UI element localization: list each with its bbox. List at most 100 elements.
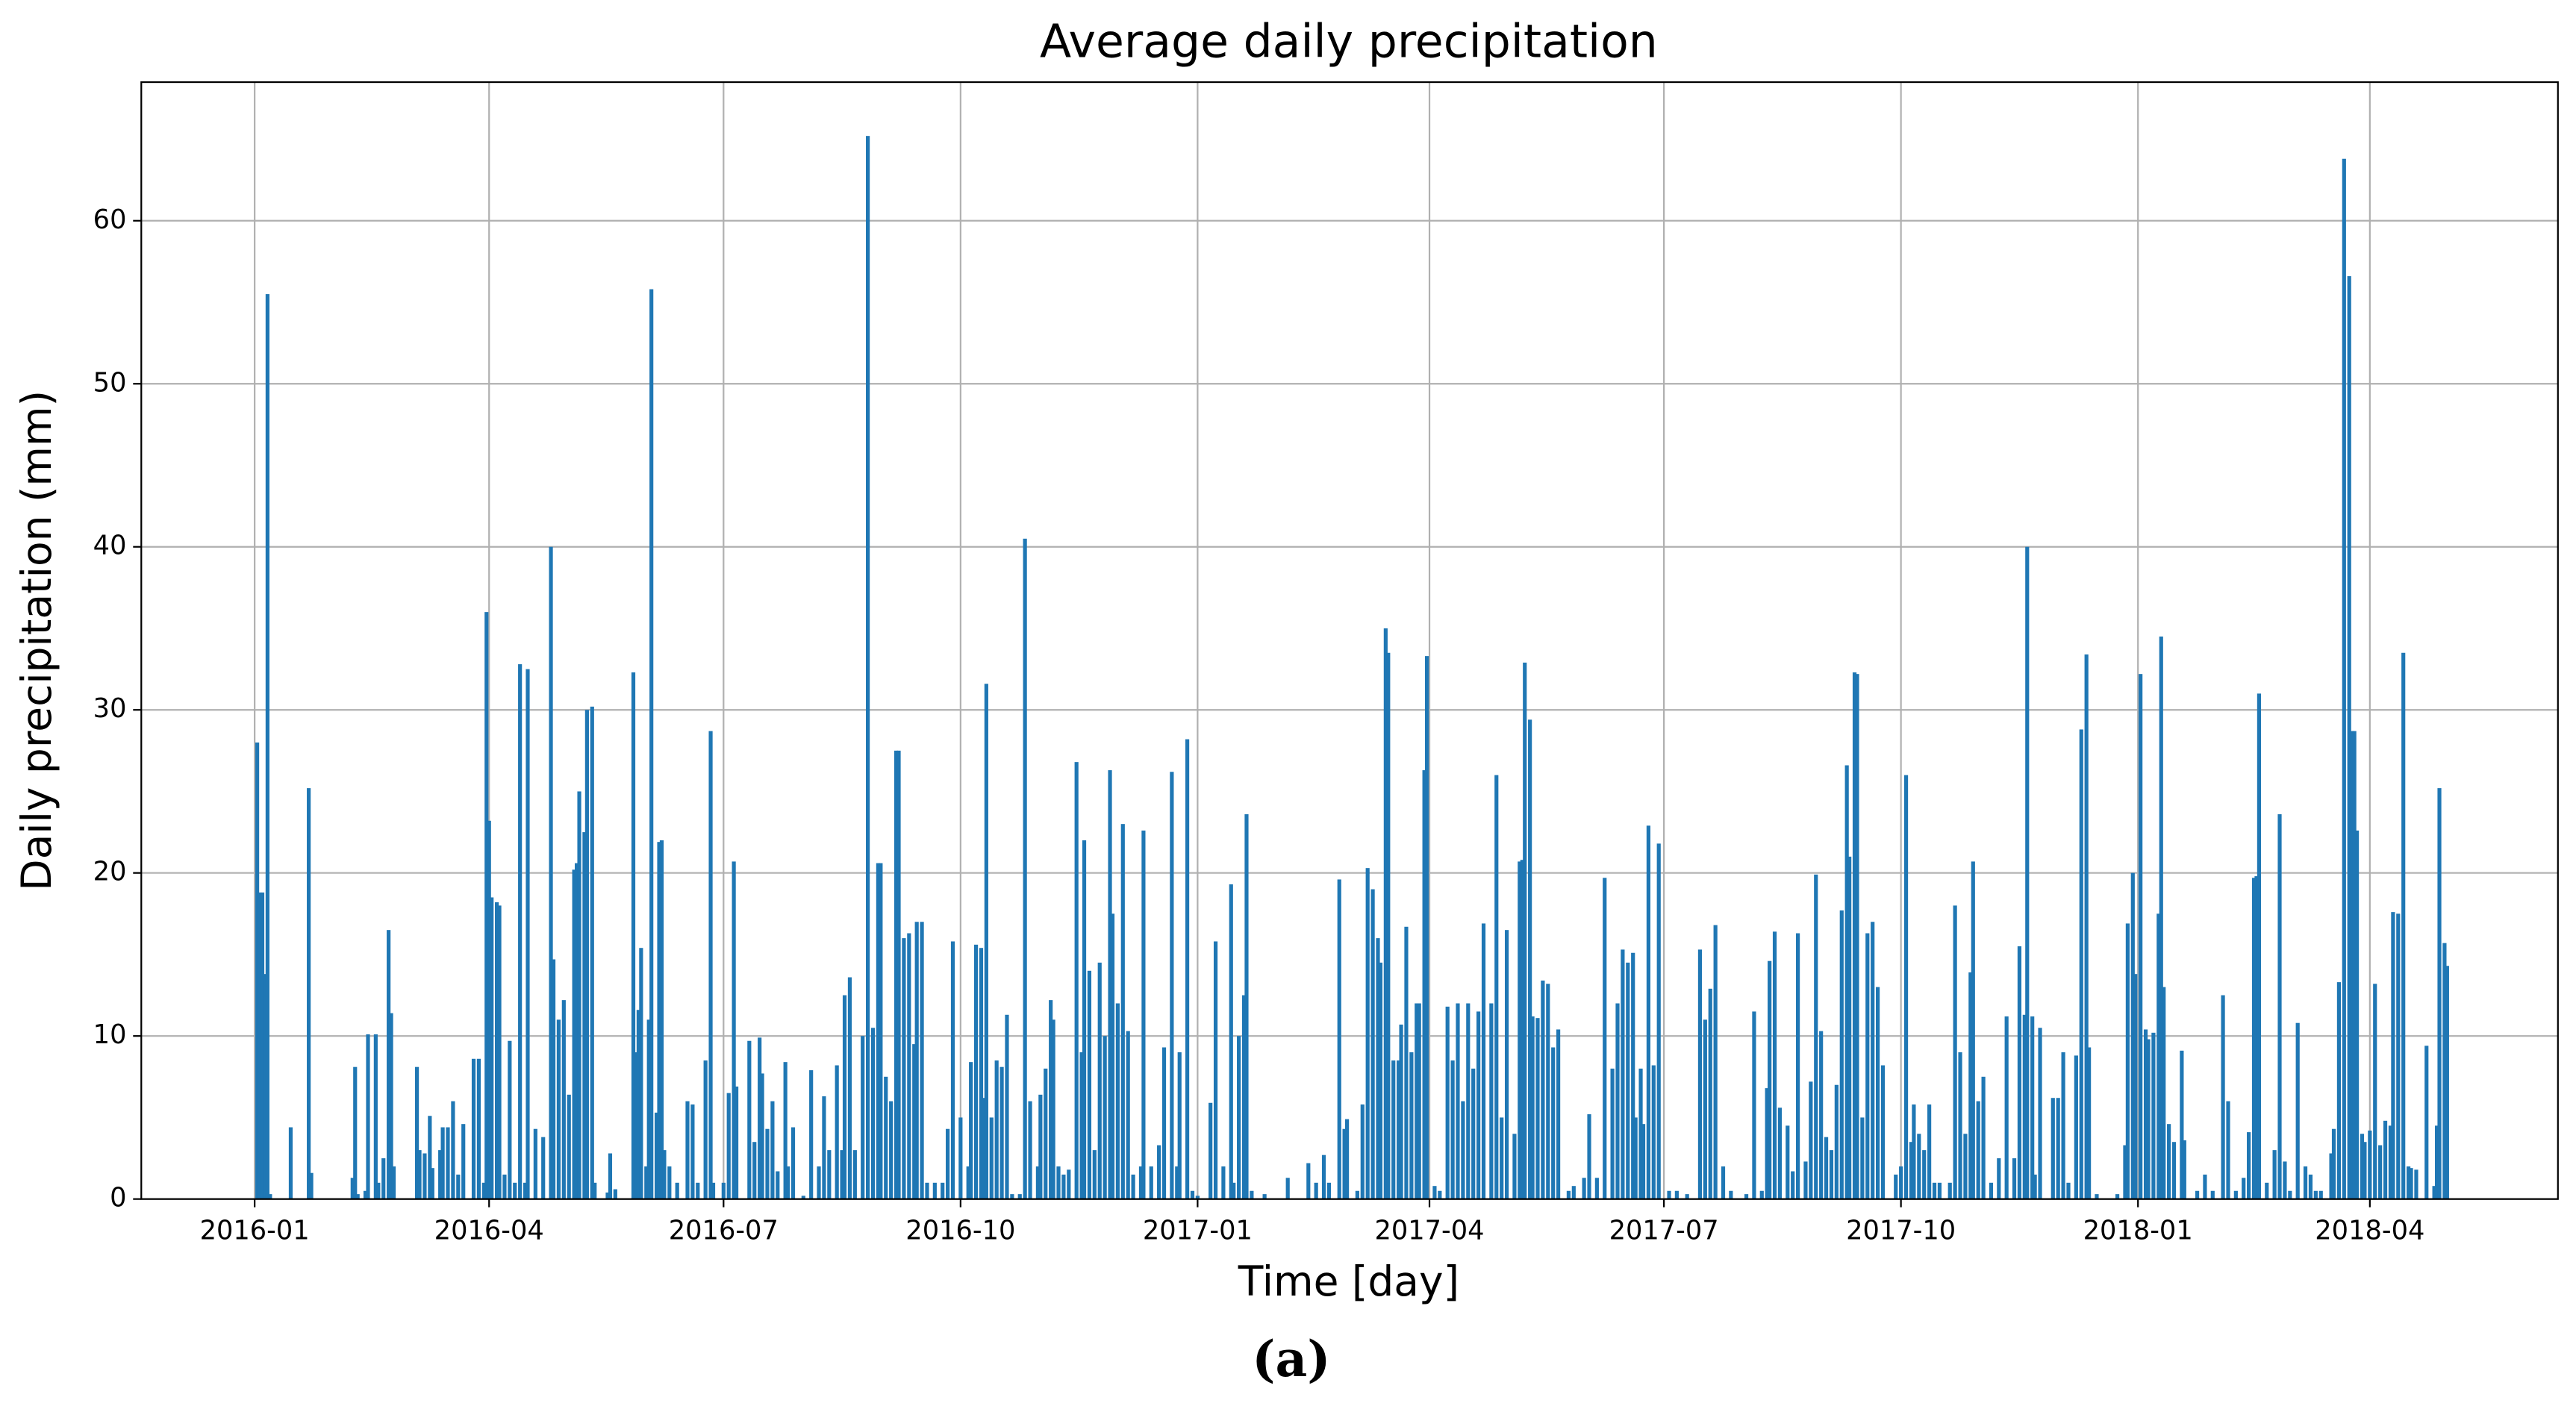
bar	[925, 1182, 929, 1199]
bar	[786, 1166, 790, 1199]
bar	[912, 1044, 917, 1199]
y-tick-label: 10	[93, 1019, 127, 1050]
bar	[1903, 775, 1909, 1199]
bar	[1638, 1068, 1643, 1199]
bar	[1786, 1125, 1790, 1199]
bar	[966, 1166, 970, 1199]
bar	[1344, 1119, 1350, 1199]
bar	[1131, 1174, 1135, 1199]
y-tick-label: 30	[93, 693, 127, 724]
bar	[1535, 1018, 1540, 1199]
bar	[2414, 1169, 2418, 1199]
bar	[2247, 1132, 2251, 1199]
bar	[387, 930, 391, 1199]
bar	[582, 832, 587, 1199]
bar	[896, 750, 901, 1199]
bar	[2288, 1190, 2292, 1199]
bar	[631, 672, 636, 1199]
bar	[1803, 1161, 1808, 1199]
bar	[487, 820, 491, 1199]
ticks: 0 10 20 30 40 50 60 2016-01 2016-04 2016-07 2016-1…	[93, 204, 2425, 1246]
bar	[1461, 1101, 1465, 1199]
bar	[2424, 1046, 2429, 1199]
chart-title: Average daily precipitation	[1040, 15, 1658, 69]
bar	[1839, 910, 1844, 1199]
bar	[417, 1150, 422, 1199]
bar	[1528, 719, 1532, 1199]
bar	[2143, 1029, 2148, 1199]
bar	[1126, 1031, 1130, 1199]
bar	[1968, 972, 1973, 1199]
bar	[572, 869, 576, 1199]
bar	[2074, 1055, 2078, 1199]
bar	[1703, 1019, 1707, 1199]
bar	[2308, 1174, 2313, 1199]
bar	[1594, 1178, 1599, 1199]
bar	[2115, 1194, 2120, 1199]
bar	[561, 1000, 566, 1199]
bar	[1631, 952, 1635, 1199]
bar	[1997, 1158, 2001, 1199]
bar	[1306, 1163, 1311, 1199]
bar	[2378, 1145, 2383, 1199]
bar	[1049, 1000, 1053, 1199]
bar	[1422, 770, 1426, 1199]
bar	[1744, 1194, 1749, 1199]
bar	[2295, 1022, 2300, 1199]
bar	[2257, 693, 2262, 1199]
bar	[752, 1142, 757, 1199]
bar	[2025, 546, 2030, 1199]
bar	[353, 1066, 358, 1199]
bar	[2331, 1128, 2336, 1199]
bar	[950, 941, 955, 1199]
bar	[608, 1153, 613, 1199]
bar	[414, 1066, 420, 1199]
bar	[1713, 925, 1718, 1199]
bar	[1326, 1182, 1332, 1199]
bar	[1546, 984, 1550, 1199]
x-tick-label: 2018-01	[2083, 1216, 2193, 1246]
bar	[1450, 1060, 1455, 1199]
bar	[574, 863, 579, 1199]
bar	[2139, 674, 2143, 1199]
bar	[523, 1182, 528, 1199]
bar	[2265, 1182, 2269, 1199]
y-tick-label: 0	[110, 1183, 126, 1213]
bar	[1161, 1047, 1167, 1199]
bar	[2056, 1098, 2060, 1199]
bar	[1512, 1134, 1517, 1199]
bar	[1981, 1076, 1986, 1199]
bar	[2022, 1014, 2027, 1199]
bar	[2354, 830, 2360, 1199]
bar	[765, 1128, 770, 1199]
bar	[481, 1182, 486, 1199]
bar	[1409, 1052, 1414, 1199]
bar	[513, 1182, 517, 1199]
grid	[141, 82, 2558, 1200]
bar	[1120, 824, 1125, 1199]
bar	[1232, 1182, 1236, 1199]
bar	[2167, 1124, 2171, 1199]
bar	[1386, 652, 1391, 1199]
bar	[1079, 1052, 1084, 1199]
bar	[2195, 1190, 2200, 1199]
bar	[1656, 843, 1661, 1199]
bar	[1899, 1166, 1903, 1199]
bar	[1074, 762, 1079, 1199]
bar	[654, 1112, 659, 1199]
bar	[593, 1182, 597, 1199]
bar	[1471, 1068, 1476, 1199]
bar	[1087, 970, 1092, 1199]
bar	[2066, 1182, 2071, 1199]
bar	[1195, 1196, 1200, 1199]
bar	[2087, 1047, 2092, 1199]
bar	[644, 1166, 649, 1199]
bar	[973, 944, 979, 1199]
bar	[350, 1178, 355, 1199]
bar	[1397, 1060, 1401, 1199]
bar	[1360, 1104, 1365, 1199]
bar	[355, 1194, 360, 1199]
bar	[497, 905, 502, 1199]
bar	[1922, 1150, 1927, 1199]
bar	[1860, 1117, 1865, 1199]
